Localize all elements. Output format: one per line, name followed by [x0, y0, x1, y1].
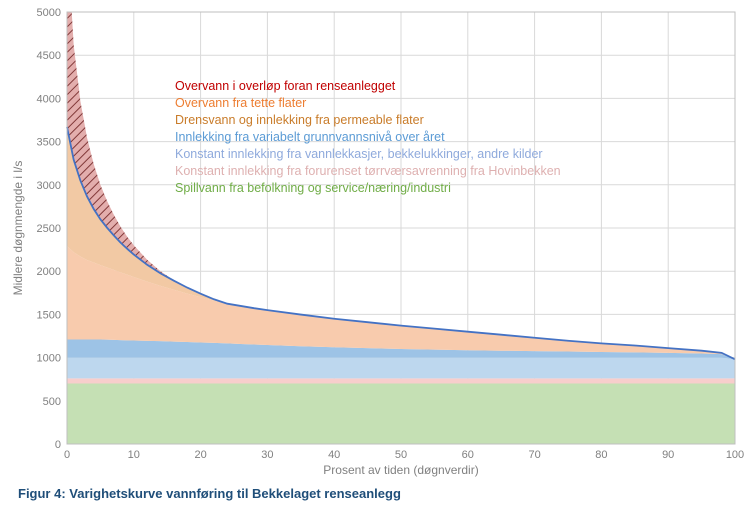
legend-item: Overvann i overløp foran renseanlegget — [175, 79, 396, 93]
legend-item: Overvann fra tette flater — [175, 96, 306, 110]
svg-text:10: 10 — [128, 449, 140, 461]
svg-text:4500: 4500 — [37, 50, 61, 62]
svg-text:60: 60 — [462, 449, 474, 461]
svg-text:3500: 3500 — [37, 137, 61, 149]
svg-text:4000: 4000 — [37, 93, 61, 105]
area-konstant-lekkasjer — [67, 358, 735, 379]
svg-text:90: 90 — [662, 449, 674, 461]
area-spillvann — [67, 384, 735, 444]
area-konstant-hovinbekke — [67, 378, 735, 383]
svg-text:2500: 2500 — [37, 223, 61, 235]
legend-item: Spillvann fra befolkning og service/næri… — [175, 181, 451, 195]
y-axis-ticks: 0 500 1000 1500 2000 2500 3000 3500 4000 4500 5000 — [37, 7, 61, 451]
svg-text:1000: 1000 — [37, 353, 61, 365]
legend-item: Konstant innlekking fra vannlekkasjer, b… — [175, 147, 543, 161]
svg-text:50: 50 — [395, 449, 407, 461]
legend-item: Innlekking fra variabelt grunnvannsnivå … — [175, 130, 445, 144]
svg-text:100: 100 — [726, 449, 744, 461]
svg-text:0: 0 — [55, 439, 61, 451]
svg-text:30: 30 — [261, 449, 273, 461]
svg-text:0: 0 — [64, 449, 70, 461]
legend: Overvann i overløp foran renseanlegget Ov… — [175, 79, 561, 195]
svg-text:3000: 3000 — [37, 180, 61, 192]
svg-text:1500: 1500 — [37, 309, 61, 321]
svg-text:20: 20 — [194, 449, 206, 461]
svg-text:2000: 2000 — [37, 266, 61, 278]
figure-caption: Figur 4: Varighetskurve vannføring til B… — [18, 486, 401, 501]
svg-text:80: 80 — [595, 449, 607, 461]
x-axis-label: Prosent av tiden (døgnverdir) — [323, 463, 478, 477]
chart-container: 0 10 20 30 40 50 60 70 80 90 100 0 500 1000 1500 2000 2… — [0, 0, 745, 507]
legend-item: Konstant innlekking fra forurenset tørrv… — [175, 164, 561, 178]
svg-text:5000: 5000 — [37, 7, 61, 19]
svg-text:40: 40 — [328, 449, 340, 461]
y-axis-label: Midlere døgnmengde i l/s — [11, 161, 25, 296]
duration-curve-chart: 0 10 20 30 40 50 60 70 80 90 100 0 500 1000 1500 2000 2… — [0, 0, 745, 507]
svg-text:500: 500 — [43, 396, 61, 408]
legend-item: Drensvann og innlekking fra permeable fl… — [175, 113, 424, 127]
x-axis-ticks: 0 10 20 30 40 50 60 70 80 90 100 — [64, 449, 744, 461]
svg-text:70: 70 — [528, 449, 540, 461]
